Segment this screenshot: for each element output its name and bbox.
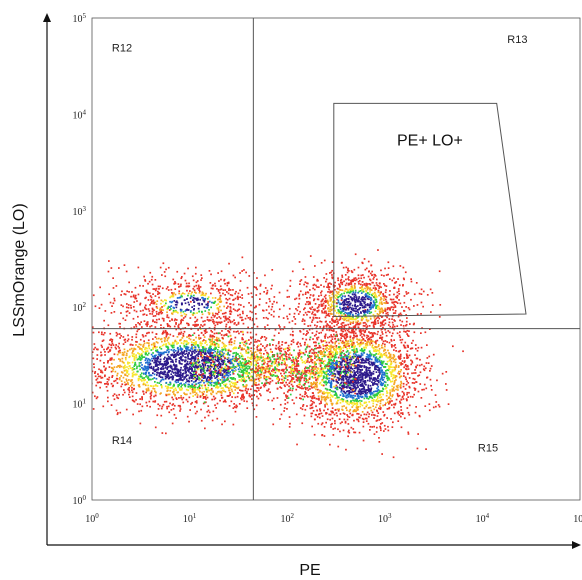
region-label-r14: R14: [112, 435, 132, 447]
x-tick-label: 102: [280, 512, 294, 525]
x-tick-label: 105: [573, 512, 582, 525]
y-tick-label: 101: [73, 398, 87, 411]
region-label-r12: R12: [112, 42, 132, 54]
density-scatter: [92, 249, 464, 459]
region-label-r15: R15: [478, 442, 498, 454]
y-axis-title: LSSmOrange (LO): [11, 203, 28, 336]
y-tick-label: 104: [73, 108, 87, 121]
population-cluster: [239, 249, 442, 360]
x-tick-labels: 100 101 102 103 104 105: [85, 512, 582, 525]
x-tick-label: 100: [85, 512, 99, 525]
region-label-r13: R13: [507, 34, 527, 46]
y-tick-label: 100: [73, 494, 87, 507]
region-labels: R12 R13 R14 R15: [112, 34, 528, 454]
x-tick-label: 101: [183, 512, 197, 525]
y-tick-label: 102: [73, 301, 87, 314]
x-tick-label: 104: [476, 512, 490, 525]
x-axis-title: PE: [299, 562, 320, 579]
x-tick-label: 103: [378, 512, 392, 525]
y-axis-arrow: [43, 13, 51, 22]
x-axis-arrow: [572, 541, 581, 549]
population-cluster: [92, 256, 338, 348]
y-tick-label: 105: [73, 12, 87, 25]
plot-frame: [91, 17, 581, 501]
y-tick-label: 103: [73, 205, 87, 218]
y-tick-labels: 100 101 102 103 104 105: [73, 12, 87, 507]
pe-lo-gate-label: PE+ LO+: [397, 132, 463, 149]
pe-lo-gate-polygon: [333, 102, 527, 318]
population-bridge: [190, 325, 357, 404]
